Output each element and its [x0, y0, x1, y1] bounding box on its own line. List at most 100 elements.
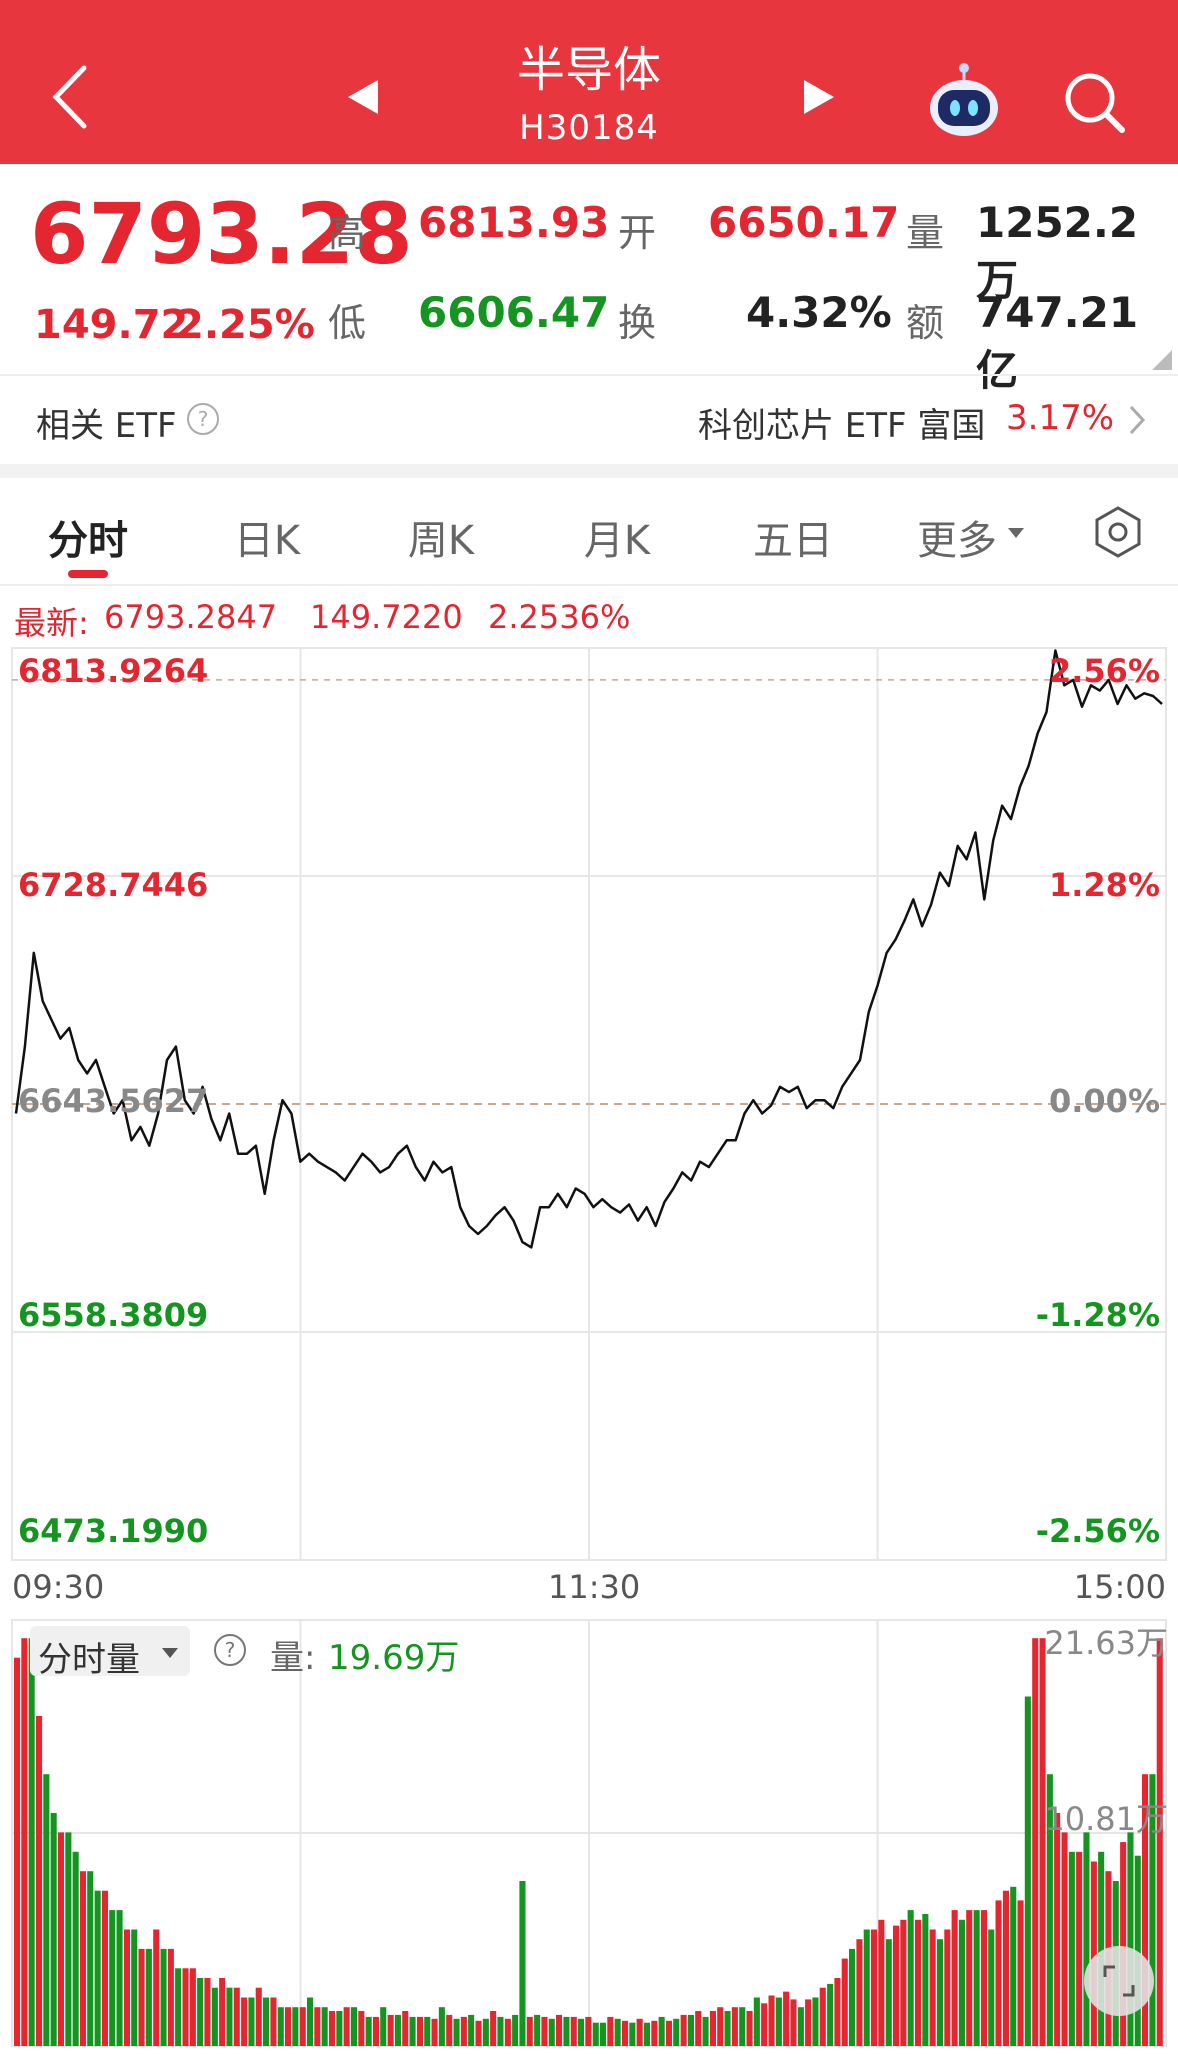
latest-label: 最新:	[14, 604, 89, 642]
volume-bar	[548, 2018, 555, 2046]
volume-bar	[50, 1813, 57, 2046]
volume-bar	[556, 2014, 563, 2046]
volume-bar	[585, 2016, 592, 2046]
volume-indicator-select[interactable]: 分时量	[30, 1626, 190, 1680]
etf-label: 相关 ETF	[36, 406, 177, 446]
volume-bar	[973, 1910, 980, 2046]
y-left-tick-1: 6813.9264	[18, 652, 209, 690]
volume-bar	[709, 2011, 716, 2046]
volume-bar	[1127, 1832, 1134, 2046]
tab-more[interactable]: 更多	[917, 518, 997, 564]
y-right-tick-1: 2.56%	[1048, 652, 1160, 690]
volume-bar	[1090, 1861, 1097, 2046]
volume-bar	[958, 1919, 965, 2046]
volume-bar	[841, 1958, 848, 2046]
volume-bar	[21, 1638, 28, 2046]
volume-bar	[1046, 1774, 1053, 2046]
volume-label: 量:	[270, 1638, 316, 1678]
top-bar: 半导体 H30184	[0, 0, 1178, 164]
volume-tick-mid: 10.81万	[1044, 1800, 1168, 1838]
low-label: 低	[328, 301, 367, 345]
volume-bar	[387, 2014, 394, 2046]
volume-bar	[94, 1890, 101, 2046]
volume-bar	[28, 1638, 35, 2046]
chevron-left-icon[interactable]	[48, 62, 92, 132]
expand-corner-icon[interactable]	[1152, 350, 1172, 370]
y-right-tick-4: -1.28%	[1035, 1296, 1160, 1334]
volume-bar	[1149, 1774, 1156, 2046]
turnover-value: 4.32%	[746, 288, 892, 337]
high-label: 高	[328, 211, 367, 255]
volume-bar	[1010, 1886, 1017, 2046]
volume-bar	[980, 1910, 987, 2046]
volume-bar	[856, 1939, 863, 2046]
volume-bar	[724, 2011, 731, 2046]
tab-monthly-k[interactable]: 月K	[583, 518, 651, 564]
tab-intraday[interactable]: 分时	[48, 518, 128, 564]
volume-bar	[438, 2007, 445, 2046]
volume-bar	[424, 2016, 431, 2046]
volume-bar	[248, 1997, 255, 2046]
triangle-left-icon[interactable]	[346, 78, 380, 116]
volume-bar	[263, 1997, 270, 2046]
tab-daily-k[interactable]: 日K	[233, 518, 301, 564]
volume-bar	[72, 1851, 79, 2046]
volume-bar	[167, 1948, 174, 2046]
volume-bar	[687, 2014, 694, 2046]
volume-bar	[109, 1910, 116, 2046]
volume-bar	[101, 1890, 108, 2046]
volume-bar	[761, 2003, 768, 2046]
volume-bar	[834, 1978, 841, 2046]
robot-icon[interactable]	[924, 60, 1004, 140]
current-price: 6793.28	[30, 185, 413, 283]
volume-bar	[753, 1997, 760, 2046]
divider	[0, 374, 1178, 376]
svg-text:?: ?	[198, 407, 209, 431]
intraday-price-chart[interactable]	[0, 640, 1178, 1570]
volume-bar	[292, 2007, 299, 2046]
expand-icon	[1103, 1965, 1135, 1997]
stock-code: H30184	[519, 108, 659, 148]
volume-bar	[966, 1910, 973, 2046]
volume-bar	[717, 2007, 724, 2046]
volume-bar	[1068, 1851, 1075, 2046]
tab-weekly-k[interactable]: 周K	[407, 518, 475, 564]
volume-bar	[1142, 1774, 1149, 2046]
volume-bar	[219, 1978, 226, 2046]
volume-bar	[622, 2020, 629, 2046]
related-etf-row[interactable]: 相关 ETF ? 科创芯片 ETF 富国 3.17%	[0, 378, 1178, 462]
help-icon[interactable]: ?	[212, 1632, 248, 1668]
settings-hexagon-icon[interactable]	[1090, 504, 1146, 560]
fullscreen-button[interactable]	[1084, 1946, 1154, 2016]
volume-bar	[702, 2016, 709, 2046]
volume-bar	[189, 1968, 196, 2046]
volume-bar	[160, 1948, 167, 2046]
volume-bar	[372, 2016, 379, 2046]
svg-text:?: ?	[225, 1638, 236, 1662]
volume-chart[interactable]	[0, 1612, 1178, 2054]
volume-bar	[739, 2007, 746, 2046]
help-icon[interactable]: ?	[186, 402, 220, 436]
price-change: 149.72	[34, 302, 189, 348]
volume-bar	[1017, 1900, 1024, 2046]
volume-bar	[673, 2018, 680, 2046]
volume-value: 19.69万	[328, 1638, 460, 1678]
volume-bar	[123, 1929, 130, 2046]
volume-bar	[482, 2018, 489, 2046]
volume-bar	[951, 1910, 958, 2046]
tab-five-day[interactable]: 五日	[753, 518, 833, 564]
volume-bar	[731, 2007, 738, 2046]
volume-bar	[453, 2018, 460, 2046]
volume-bar	[255, 1987, 262, 2046]
volume-bar	[900, 1919, 907, 2046]
search-icon[interactable]	[1062, 70, 1126, 134]
price-line	[14, 649, 1163, 1249]
volume-bar	[1039, 1638, 1046, 2046]
y-left-tick-3: 6643.5627	[18, 1082, 209, 1120]
volume-bar	[416, 2016, 423, 2046]
volume-bar	[519, 1881, 526, 2046]
volume-bar	[783, 1991, 790, 2046]
volume-bar	[863, 1929, 870, 2046]
volume-bar	[321, 2007, 328, 2046]
triangle-right-icon[interactable]	[802, 78, 836, 116]
